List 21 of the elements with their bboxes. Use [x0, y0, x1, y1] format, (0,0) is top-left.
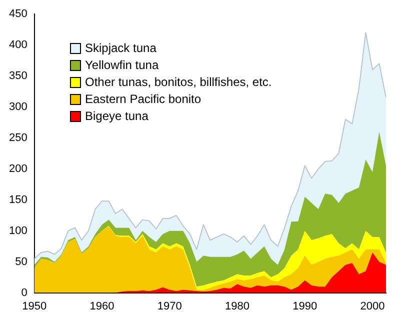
x-tick-label: 1980 — [224, 300, 250, 312]
y-tick-label: 0 — [21, 286, 28, 299]
x-tick-label: 1960 — [90, 300, 114, 312]
y-tick-label: 300 — [8, 100, 28, 113]
y-tick-label: 100 — [8, 224, 28, 237]
legend-label: Bigeye tuna — [85, 108, 148, 125]
legend-label: Yellowfin tuna — [85, 57, 159, 74]
legend-label: Skipjack tuna — [85, 40, 156, 57]
y-tick-label: 400 — [8, 39, 28, 52]
x-tick-label: 2000 — [360, 300, 385, 312]
y-tick-label: 200 — [8, 162, 28, 175]
x-tick-label: 1950 — [22, 300, 47, 312]
y-tick-label: 350 — [8, 70, 28, 82]
y-tick-label: 50 — [15, 256, 28, 268]
legend-label: Other tunas, bonitos, billfishes, etc. — [85, 74, 272, 91]
y-tick-label: 250 — [8, 132, 28, 144]
x-tick-label: 1970 — [157, 300, 182, 312]
y-tick-label: 150 — [8, 194, 28, 206]
legend-label: Eastern Pacific bonito — [85, 91, 202, 108]
x-tick-label: 1990 — [292, 300, 318, 312]
y-tick-label: 450 — [8, 8, 28, 20]
